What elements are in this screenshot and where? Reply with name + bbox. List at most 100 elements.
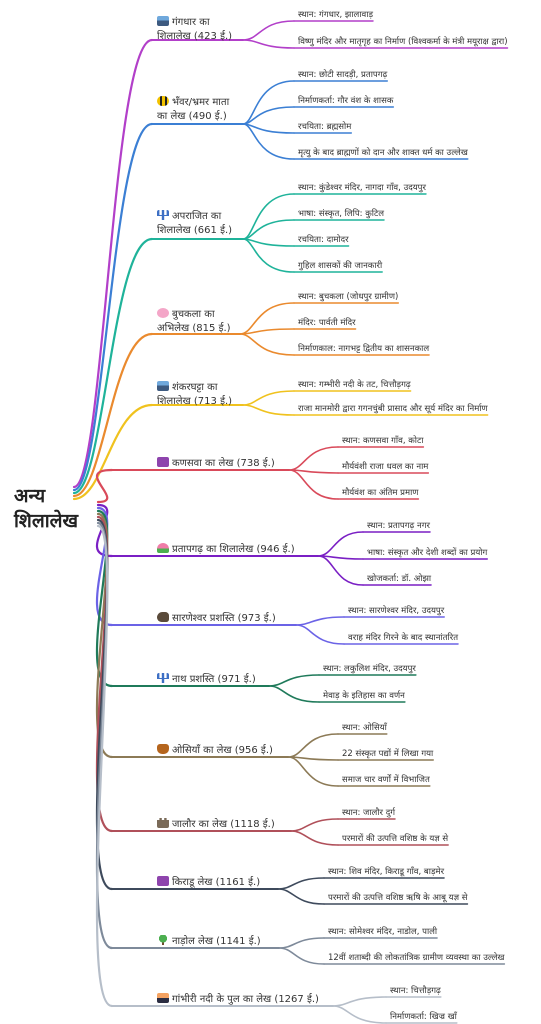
leaf-item[interactable]: परमारों की उत्पत्ति वशिष्ठ ऋषि के आबू यज… <box>328 893 468 903</box>
branch-node[interactable]: गांभीरी नदी के पुल का लेख (1267 ई.) <box>157 993 319 1007</box>
leaf-item[interactable]: खोजकर्ता: डॉ. ओझा <box>367 574 432 584</box>
leaf-item[interactable]: स्थान: प्रतापगढ़ नगर <box>367 521 431 531</box>
leaf-item[interactable]: स्थान: छोटी सादड़ी, प्रतापगढ़ <box>298 70 388 80</box>
branch-title: नाथ प्रशस्ति (971 ई.) <box>172 674 256 685</box>
leaf-connector <box>288 469 339 500</box>
leaf-item[interactable]: रचयिता: दामोदर <box>298 235 349 245</box>
leaf-connector <box>268 685 320 703</box>
leaf-connector <box>242 404 295 416</box>
leaf-item[interactable]: स्थान: कणसवा गाँव, कोटा <box>342 436 424 446</box>
leaf-connector <box>287 756 339 787</box>
bridge-icon <box>157 993 169 1003</box>
branch-connector <box>95 506 114 627</box>
leaf-item[interactable]: भाषा: संस्कृत, लिपि: कुटिल <box>298 209 385 219</box>
leaf-item[interactable]: रचयिता: ब्रह्मसोम <box>298 122 352 132</box>
leaf-item[interactable]: स्थान: गम्भीरी नदी के तट, चित्तौड़गढ़ <box>298 380 411 390</box>
branch-node[interactable]: किराडू लेख (1161 ई.) <box>157 876 260 890</box>
leaf-item[interactable]: मृत्यु के बाद ब्राह्मणों को दान और शाक्त… <box>298 148 468 158</box>
leaf-item[interactable]: स्थान: शिव मंदिर, किराडू गाँव, बाड़मेर <box>328 867 445 877</box>
branch-node[interactable]: सारणेश्वर प्रशस्ति (973 ई.) <box>157 612 276 626</box>
leaf-connector <box>295 616 345 626</box>
leaf-item[interactable]: परमारों की उत्पत्ति वशिष्ठ के यज्ञ से <box>342 834 449 844</box>
leaf-item[interactable]: मेवाड़ के इतिहास का वर्णन <box>323 691 405 701</box>
leaf-item[interactable]: स्थान: सारणेश्वर मंदिर, उदयपुर <box>348 606 445 616</box>
leaf-item[interactable]: निर्माणकर्ता: खिज्र खाँ <box>390 1012 457 1022</box>
leaf-item[interactable]: स्थान: गंगधार, झालावाड़ <box>298 10 374 20</box>
blossom-icon <box>157 308 169 318</box>
leaf-item[interactable]: स्थान: लकुलिश मंदिर, उदयपुर <box>323 664 416 674</box>
branch-title: शिलालेख (661 ई.) <box>157 225 233 236</box>
leaf-item[interactable]: राजा मानमोरी द्वारा गगनचुंबी प्रासाद और … <box>298 404 488 414</box>
branch-node[interactable]: बुचकला का अभिलेख (815 ई.) <box>157 308 231 336</box>
leaf-item[interactable]: स्थान: जालौर दुर्ग <box>342 808 396 818</box>
branch-title: शिलालेख (423 ई.) <box>157 31 233 42</box>
branch-title: कणसवा का लेख (738 ई.) <box>172 458 275 469</box>
leaf-connector <box>295 624 345 645</box>
vase-icon <box>157 744 169 754</box>
leaf-connector <box>242 39 295 49</box>
leaf-item[interactable]: स्थान: चित्तौड़गढ़ <box>390 986 441 996</box>
leaf-item[interactable]: स्थान: सोमेश्वर मंदिर, नाडोल, पाली <box>328 927 438 937</box>
leaf-item[interactable]: स्थान: बुचकला (जोधपुर ग्रामीण) <box>298 292 399 302</box>
leaf-item[interactable]: विष्णु मंदिर और मातृगृह का निर्माण (विश्… <box>298 37 508 47</box>
leaf-connector <box>290 818 339 832</box>
branch-title: ओसियाँ का लेख (956 ई.) <box>172 745 273 756</box>
bee-icon <box>157 96 169 106</box>
fort-icon <box>157 818 169 828</box>
leaf-connector <box>239 333 295 356</box>
leaf-item[interactable]: मंदिर: पार्वती मंदिर <box>298 318 356 328</box>
branch-connector <box>95 524 114 1008</box>
branch-title: जालौर का लेख (1118 ई.) <box>172 819 275 830</box>
leaf-connector <box>242 193 295 240</box>
leaf-connector <box>278 947 325 965</box>
branch-title: सारणेश्वर प्रशस्ति (973 ई.) <box>172 613 276 624</box>
branch-title: गांभीरी नदी के पुल का लेख (1267 ई.) <box>172 994 319 1005</box>
leaf-connector <box>242 238 295 273</box>
branch-node[interactable]: जालौर का लेख (1118 ई.) <box>157 818 275 832</box>
leaf-connector <box>278 937 325 949</box>
leaf-connector <box>268 674 320 687</box>
branch-title: का लेख (490 ई.) <box>157 111 227 122</box>
branch-node[interactable]: नाड़ोल लेख (1141 ई.) <box>157 935 261 949</box>
trident-icon <box>157 210 169 220</box>
branch-connector <box>96 468 114 504</box>
leaf-item[interactable]: वराह मंदिर गिरने के बाद स्थानांतरित <box>348 633 459 643</box>
branch-title: अपराजित का <box>172 211 222 222</box>
leaf-item[interactable]: निर्माणकर्ता: गौर वंश के शासक <box>298 96 394 106</box>
leaf-connector <box>242 390 295 406</box>
leaf-item[interactable]: मौर्यवंशी राजा धवल का नाम <box>342 462 429 472</box>
leaf-item[interactable]: 12वीं शताब्दी की लोकतांत्रिक ग्रामीण व्य… <box>328 953 505 963</box>
branch-connector <box>72 38 154 489</box>
root-topic[interactable]: अन्य शिलालेख <box>14 484 94 534</box>
branch-node[interactable]: शंकरघट्टा का शिलालेख (713 ई.) <box>157 381 232 409</box>
branch-node[interactable]: भँवर/भ्रमर माता का लेख (490 ई.) <box>157 96 229 124</box>
leaf-connector <box>277 888 325 905</box>
leaf-item[interactable]: स्थान: कुंडेश्वर मंदिर, नागदा गाँव, उदयप… <box>298 183 426 193</box>
lotus-icon <box>157 543 169 553</box>
branch-node[interactable]: गंगधार का शिलालेख (423 ई.) <box>157 16 232 44</box>
branch-title: बुचकला का <box>172 309 215 320</box>
branch-node[interactable]: प्रतापगढ़ का शिलालेख (946 ई.) <box>157 543 295 557</box>
root-title-line-1: अन्य <box>14 485 46 507</box>
branch-node[interactable]: अपराजित का शिलालेख (661 ई.) <box>157 210 232 238</box>
branch-connector <box>72 237 154 495</box>
branch-node[interactable]: ओसियाँ का लेख (956 ई.) <box>157 744 273 758</box>
branch-node[interactable]: नाथ प्रशस्ति (971 ई.) <box>157 673 256 687</box>
leaf-item[interactable]: भाषा: संस्कृत और देशी शब्दों का प्रयोग <box>367 548 488 558</box>
mountain-lake-icon <box>157 16 169 26</box>
leaf-item[interactable]: निर्माणकाल: नागभट्ट द्वितीय का शासनकाल <box>298 344 430 354</box>
branch-title: अभिलेख (815 ई.) <box>157 323 231 334</box>
leaf-item[interactable]: समाज चार वर्णों में विभाजित <box>342 775 430 785</box>
branch-node[interactable]: कणसवा का लेख (738 ई.) <box>157 457 275 471</box>
leaf-item[interactable]: 22 संस्कृत पद्यों में लिखा गया <box>342 749 434 759</box>
leaf-item[interactable]: मौर्यवंश का अंतिम प्रमाण <box>342 488 419 498</box>
leaf-connector <box>317 531 364 557</box>
branch-title: शिलालेख (713 ई.) <box>157 396 233 407</box>
leaf-connector <box>242 123 295 160</box>
leaf-item[interactable]: गुहिल शासकों की जानकारी <box>298 261 383 271</box>
leaf-connector <box>242 219 295 240</box>
leaf-item[interactable]: स्थान: ओसियाँ <box>342 723 387 733</box>
branch-connector <box>72 332 154 498</box>
tree-icon <box>157 935 169 945</box>
